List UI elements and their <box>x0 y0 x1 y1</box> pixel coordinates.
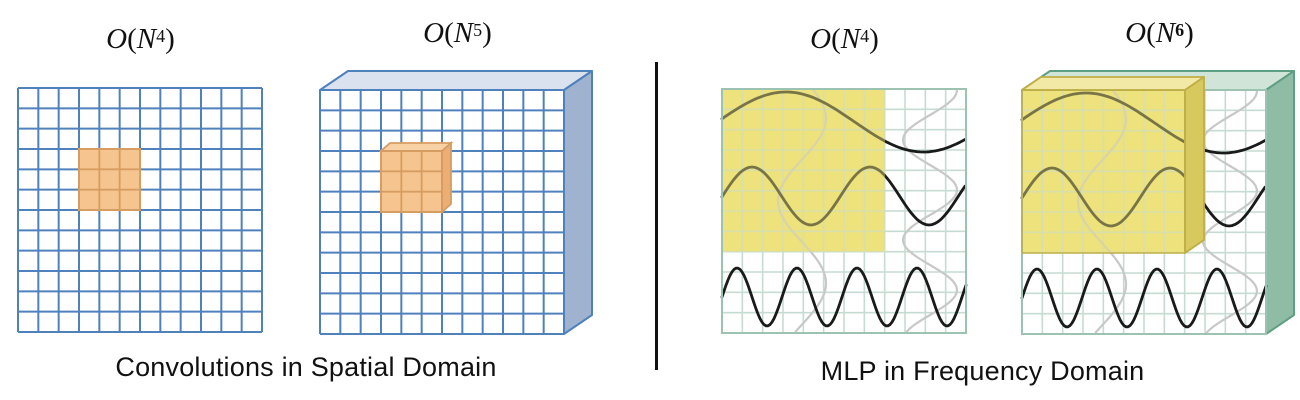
complexity-label-spatial-2d: O(N4) <box>18 23 263 56</box>
label-paren: ) <box>482 17 492 49</box>
label-var: N <box>1155 17 1176 49</box>
label-exponent: 4 <box>860 26 870 46</box>
label-paren: ( <box>831 23 841 55</box>
label-paren: ) <box>165 23 175 55</box>
label-o: O <box>810 23 832 55</box>
section-divider-line <box>655 62 658 370</box>
spatial-grid-2d-diagram <box>17 87 263 333</box>
label-exponent: 6 <box>1175 20 1185 40</box>
label-paren: ) <box>1184 17 1194 49</box>
caption-frequency-domain: MLP in Frequency Domain <box>820 356 1145 386</box>
caption-spatial-domain: Convolutions in Spatial Domain <box>115 352 497 382</box>
complexity-label-frequency-3d: O(N6) <box>1022 17 1297 50</box>
frequency-grid-2d-diagram <box>720 88 968 334</box>
label-paren: ( <box>444 17 454 49</box>
label-o: O <box>106 23 128 55</box>
label-o: O <box>1125 17 1147 49</box>
label-paren: ( <box>127 23 137 55</box>
spatial-grid-3d-diagram <box>319 70 593 335</box>
complexity-label-frequency-2d: O(N4) <box>722 23 967 56</box>
complexity-label-spatial-3d: O(N5) <box>320 17 595 50</box>
label-var: N <box>840 23 861 55</box>
label-paren: ) <box>869 23 879 55</box>
label-var: N <box>136 23 157 55</box>
label-exponent: 4 <box>156 26 166 46</box>
label-o: O <box>423 17 445 49</box>
label-paren: ( <box>1146 17 1156 49</box>
label-var: N <box>453 17 474 49</box>
label-exponent: 5 <box>473 20 483 40</box>
frequency-grid-3d-diagram <box>1020 70 1295 335</box>
